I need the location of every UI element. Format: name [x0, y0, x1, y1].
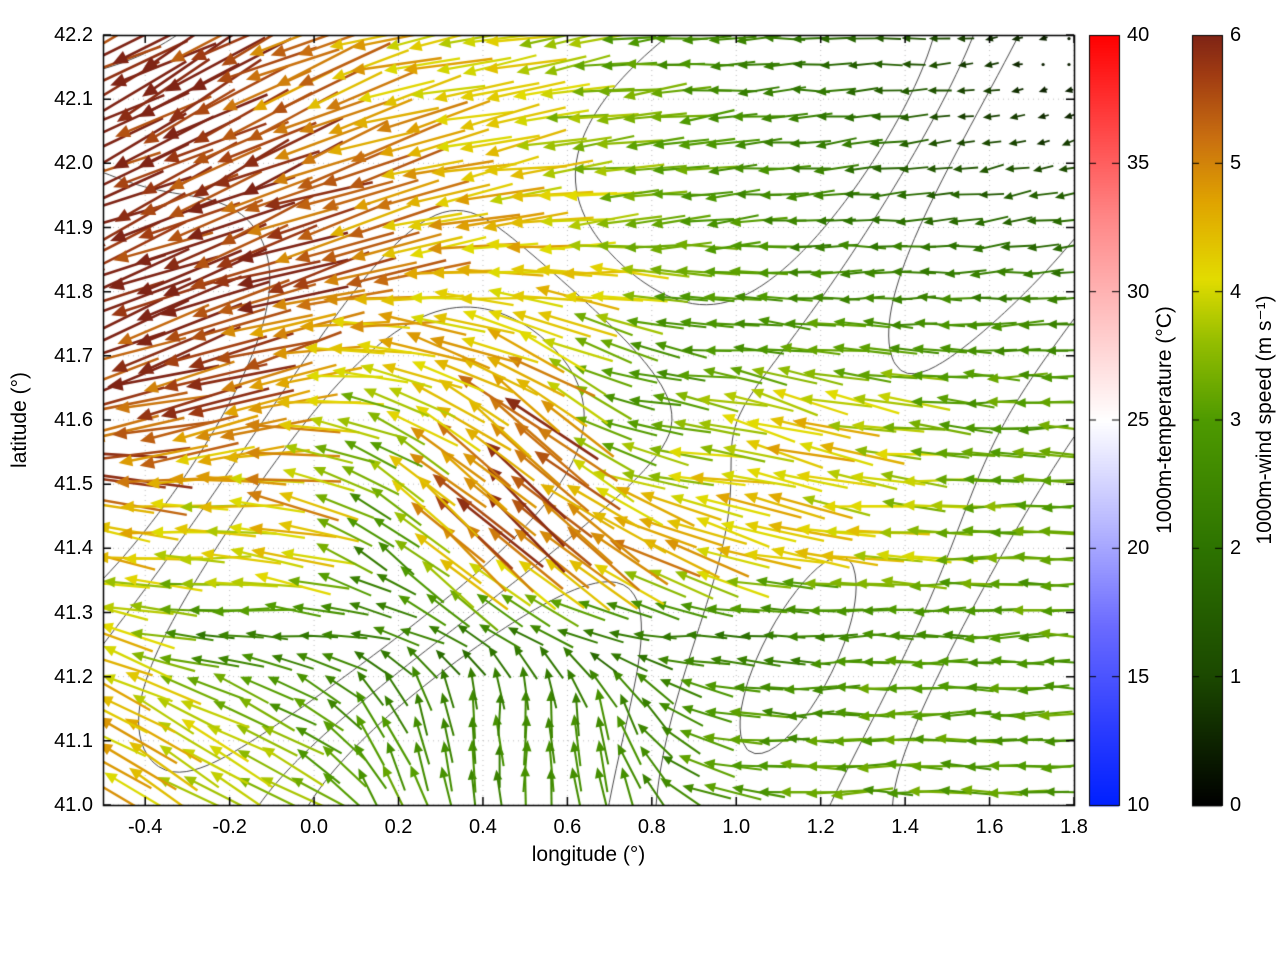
- y-tick-label: 41.1: [54, 729, 93, 752]
- y-tick-label: 41.8: [54, 280, 93, 303]
- y-tick-label: 41.9: [54, 216, 93, 239]
- temperature-tick-label: 30: [1127, 280, 1150, 303]
- y-tick-label: 41.4: [54, 537, 93, 560]
- windspeed-tick-label: 5: [1230, 152, 1242, 175]
- temperature-tick-label: 10: [1127, 794, 1150, 816]
- x-tick-label: 1.4: [891, 816, 920, 838]
- x-tick-label: 1.6: [975, 816, 1004, 838]
- x-axis-title: longitude (°): [531, 843, 646, 866]
- y-axis-title: latitude (°): [8, 372, 31, 468]
- x-tick-label: 0.0: [300, 816, 328, 838]
- temperature-tick-label: 20: [1127, 537, 1150, 560]
- x-tick-label: 1.0: [722, 816, 751, 838]
- y-tick-label: 41.3: [54, 601, 93, 624]
- y-tick-label: 41.5: [54, 473, 93, 496]
- x-tick-label: 0.2: [384, 816, 413, 838]
- y-tick-label: 41.6: [54, 409, 93, 431]
- y-tick-label: 42.1: [54, 88, 93, 111]
- windspeed-tick-label: 1: [1230, 665, 1242, 688]
- windspeed-tick-label: 6: [1230, 24, 1242, 46]
- temperature-colorbar-title: 1000m-temperature (°C): [1153, 306, 1176, 534]
- x-tick-label: 1.8: [1060, 816, 1088, 838]
- y-tick-label: 41.0: [54, 794, 93, 816]
- y-tick-label: 42.0: [54, 152, 93, 175]
- windspeed-colorbar-title: 1000m-wind speed (m s⁻¹): [1253, 295, 1276, 545]
- windspeed-tick-label: 2: [1230, 537, 1242, 560]
- x-tick-label: 0.8: [637, 816, 666, 838]
- windspeed-tick-label: 3: [1230, 409, 1242, 431]
- temperature-tick-label: 35: [1127, 152, 1150, 175]
- x-tick-label: 0.4: [469, 816, 497, 838]
- y-tick-label: 41.7: [54, 344, 93, 367]
- temperature-tick-label: 25: [1127, 409, 1150, 431]
- temperature-tick-label: 40: [1127, 24, 1150, 46]
- y-tick-label: 42.2: [54, 24, 93, 46]
- y-tick-label: 41.2: [54, 665, 93, 688]
- x-tick-label: -0.4: [127, 816, 163, 838]
- windspeed-tick-label: 0: [1230, 794, 1242, 816]
- temperature-tick-label: 15: [1127, 665, 1150, 688]
- x-tick-label: 1.2: [806, 816, 835, 838]
- x-tick-label: -0.2: [212, 816, 247, 838]
- x-tick-label: 0.6: [553, 816, 582, 838]
- windspeed-tick-label: 4: [1230, 280, 1242, 303]
